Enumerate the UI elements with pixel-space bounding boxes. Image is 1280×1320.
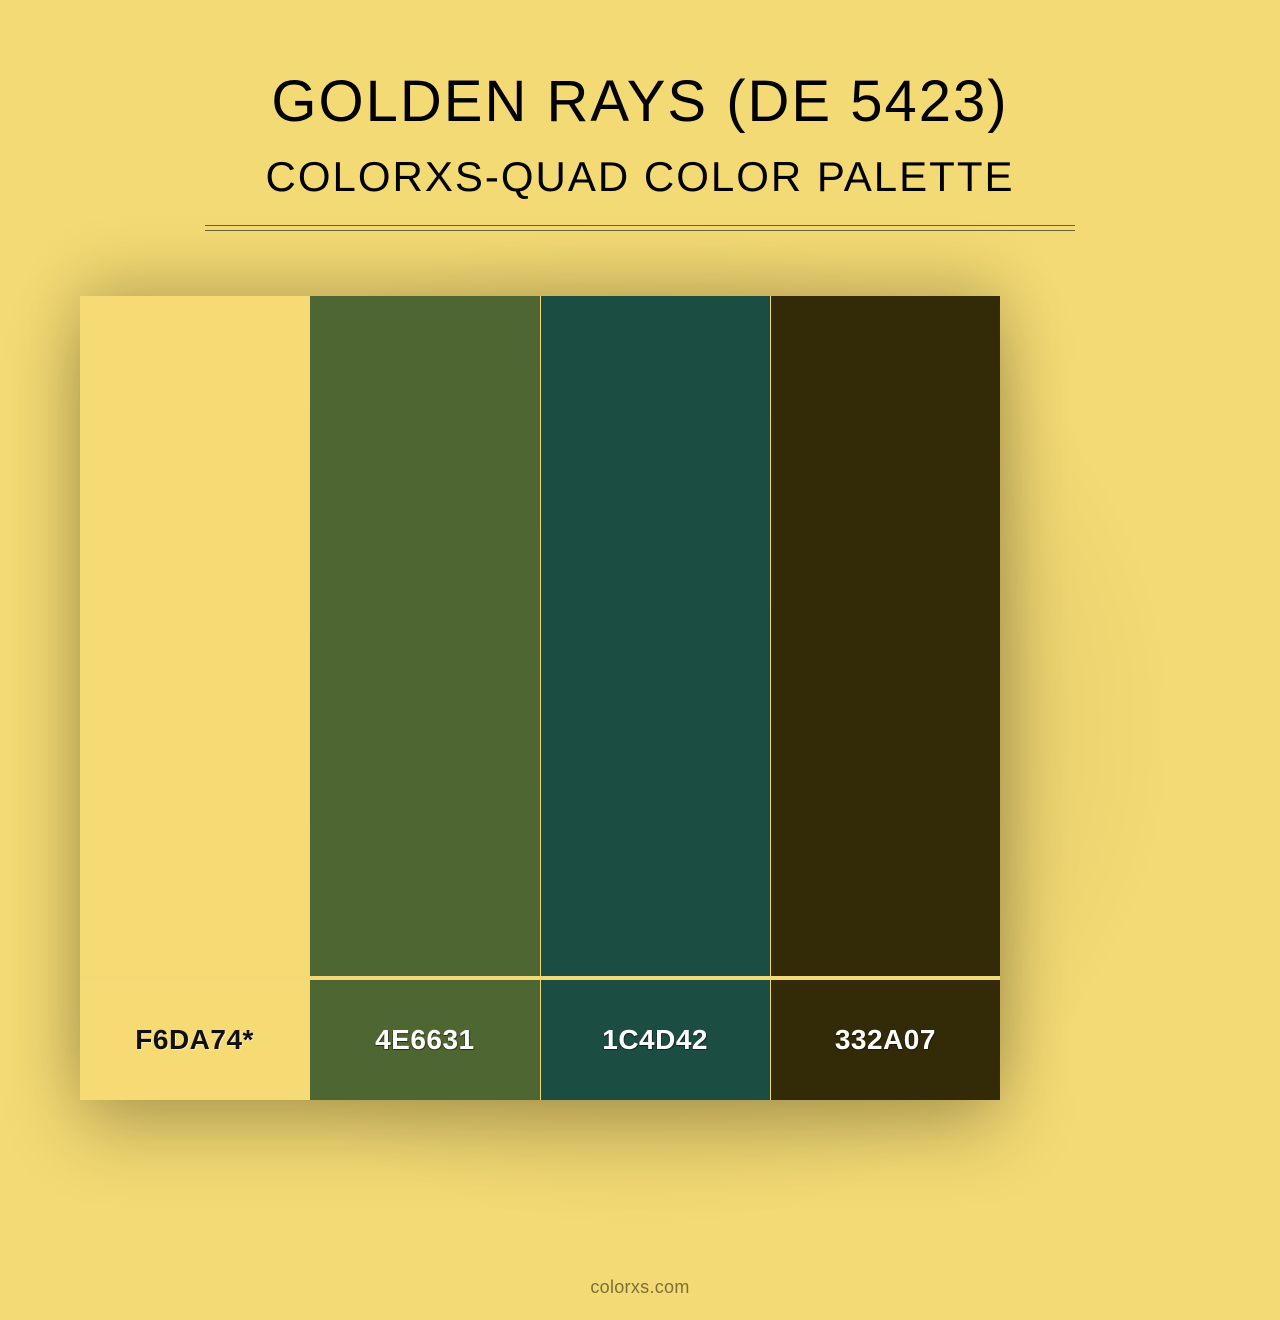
swatch-label-block: F6DA74* [80,980,309,1100]
palette-title: GOLDEN RAYS (DE 5423) [271,68,1008,135]
swatch-color-block [771,296,1000,976]
swatch-hex-label: F6DA74* [135,1024,254,1056]
swatch-label-block: 332A07 [771,980,1000,1100]
palette-subtitle: COLORXS-QUAD COLOR PALETTE [265,153,1014,201]
swatch: 332A07 [770,296,1000,1100]
swatch-label-block: 1C4D42 [541,980,770,1100]
swatch-label-block: 4E6631 [310,980,539,1100]
header-divider [205,225,1075,231]
swatch-hex-label: 1C4D42 [602,1024,708,1056]
swatch: F6DA74* [80,296,309,1100]
swatch-color-block [80,296,309,976]
color-palette: F6DA74* 4E6631 1C4D42 332A07 [80,296,1000,1100]
swatch-hex-label: 332A07 [835,1024,936,1056]
page-stage: GOLDEN RAYS (DE 5423) COLORXS-QUAD COLOR… [0,0,1280,1320]
swatch-color-block [541,296,770,976]
swatch-color-block [310,296,539,976]
swatch: 4E6631 [309,296,539,1100]
swatch: 1C4D42 [540,296,770,1100]
swatch-hex-label: 4E6631 [375,1024,475,1056]
footer-attribution: colorxs.com [0,1277,1280,1298]
